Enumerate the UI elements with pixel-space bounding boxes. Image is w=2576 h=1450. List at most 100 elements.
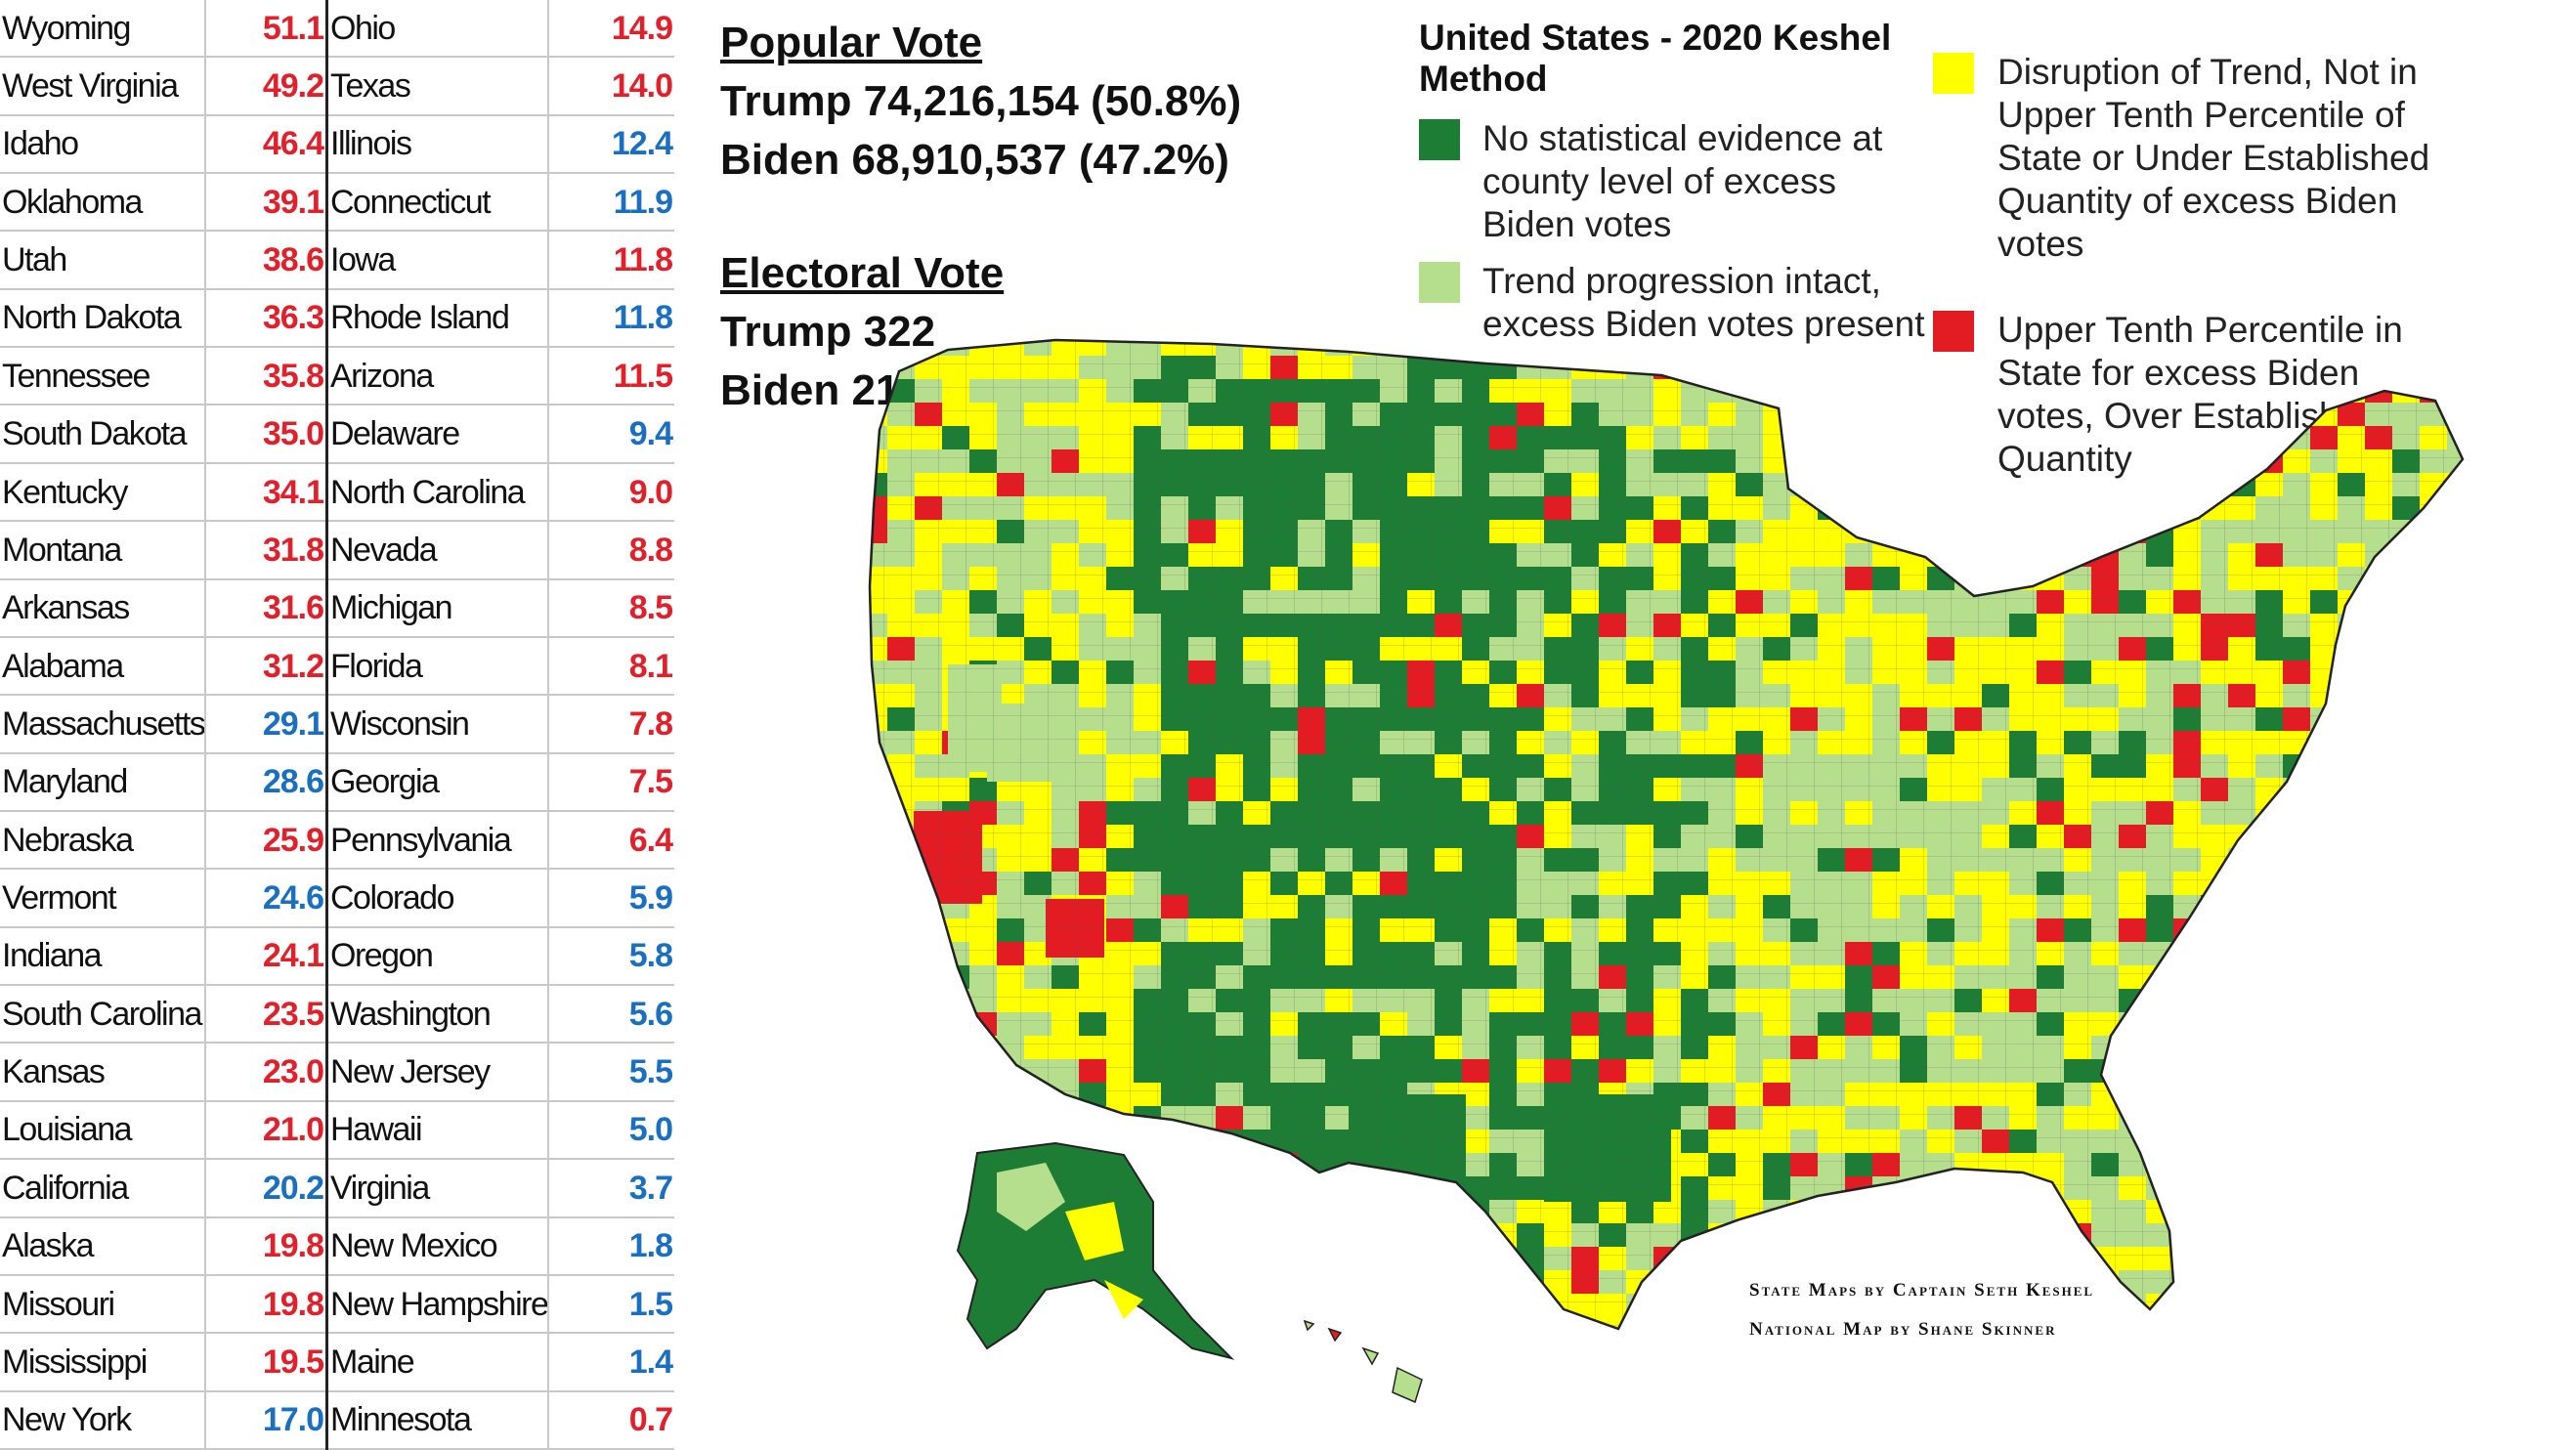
state-name-left: North Dakota bbox=[0, 288, 207, 349]
margin-value-left: 51.1 bbox=[205, 0, 329, 59]
state-name-right: Texas bbox=[326, 57, 550, 116]
us-county-map bbox=[868, 338, 2465, 1404]
table-row: Oklahoma 39.1 Connecticut 11.9 bbox=[0, 173, 674, 233]
margin-value-right: 0.7 bbox=[548, 1390, 674, 1450]
table-row: Kentucky 34.1 North Carolina 9.0 bbox=[0, 462, 674, 523]
margin-value-left: 20.2 bbox=[205, 1159, 329, 1218]
state-name-left: Oklahoma bbox=[0, 173, 207, 233]
margin-value-right: 7.8 bbox=[548, 695, 674, 754]
legend-label-light-green: Trend progression intact, excess Biden v… bbox=[1482, 261, 1925, 344]
margin-value-right: 5.8 bbox=[548, 926, 674, 987]
state-name-right: Ohio bbox=[326, 0, 550, 59]
state-name-right: Delaware bbox=[326, 405, 550, 464]
state-name-left: South Dakota bbox=[0, 405, 207, 464]
state-name-right: New Jersey bbox=[326, 1043, 550, 1102]
credit-state-maps: State Maps by Captain Seth Keshel bbox=[1749, 1280, 2095, 1301]
margin-value-right: 1.5 bbox=[548, 1274, 674, 1335]
state-name-right: Wisconsin bbox=[326, 695, 550, 754]
margin-value-left: 21.0 bbox=[205, 1100, 329, 1161]
state-name-left: Nebraska bbox=[0, 811, 207, 871]
state-name-right: Florida bbox=[326, 636, 550, 697]
margin-value-right: 8.1 bbox=[548, 636, 674, 697]
legend-swatch-red bbox=[1933, 311, 1974, 352]
state-name-left: Idaho bbox=[0, 114, 207, 175]
table-row: Tennessee 35.8 Arizona 11.5 bbox=[0, 347, 674, 406]
margin-value-left: 28.6 bbox=[205, 752, 329, 813]
state-name-left: New York bbox=[0, 1390, 207, 1450]
state-name-right: Washington bbox=[326, 985, 550, 1045]
margin-value-right: 12.4 bbox=[548, 114, 674, 175]
margin-value-right: 5.5 bbox=[548, 1043, 674, 1102]
margin-value-left: 35.0 bbox=[205, 405, 329, 464]
popular-vote-trump: Trump 74,216,154 (50.8%) bbox=[720, 77, 1242, 125]
table-row: Mississippi 19.5 Maine 1.4 bbox=[0, 1333, 674, 1392]
state-name-left: South Carolina bbox=[0, 985, 207, 1045]
table-row: Montana 31.8 Nevada 8.8 bbox=[0, 521, 674, 580]
state-name-left: Kentucky bbox=[0, 462, 207, 523]
margin-value-left: 39.1 bbox=[205, 173, 329, 233]
state-name-left: Tennessee bbox=[0, 347, 207, 406]
margin-value-left: 24.1 bbox=[205, 926, 329, 987]
state-name-left: Mississippi bbox=[0, 1333, 207, 1392]
table-row: South Dakota 35.0 Delaware 9.4 bbox=[0, 405, 674, 464]
margin-value-right: 14.9 bbox=[548, 0, 674, 59]
state-name-right: Colorado bbox=[326, 869, 550, 928]
table-row: Idaho 46.4 Illinois 12.4 bbox=[0, 114, 674, 175]
electoral-vote-trump: Trump 322 bbox=[720, 308, 936, 356]
legend-swatch-yellow bbox=[1933, 53, 1974, 94]
state-name-left: Kansas bbox=[0, 1043, 207, 1102]
margin-value-left: 29.1 bbox=[205, 695, 329, 754]
table-row: West Virginia 49.2 Texas 14.0 bbox=[0, 57, 674, 116]
table-row: Utah 38.6 Iowa 11.8 bbox=[0, 231, 674, 290]
table-row: Nebraska 25.9 Pennsylvania 6.4 bbox=[0, 811, 674, 871]
margin-value-right: 3.7 bbox=[548, 1159, 674, 1218]
state-name-right: Michigan bbox=[326, 578, 550, 638]
margin-value-left: 49.2 bbox=[205, 57, 329, 116]
state-name-left: Arkansas bbox=[0, 578, 207, 638]
margin-value-left: 46.4 bbox=[205, 114, 329, 175]
hawaii bbox=[1303, 1319, 1423, 1404]
state-name-left: Alabama bbox=[0, 636, 207, 697]
margin-value-right: 8.5 bbox=[548, 578, 674, 638]
margin-value-right: 11.5 bbox=[548, 347, 674, 406]
state-name-right: New Hampshire bbox=[326, 1274, 550, 1335]
legend-swatch-light-green bbox=[1419, 262, 1460, 303]
state-name-right: Minnesota bbox=[326, 1390, 550, 1450]
margin-value-right: 14.0 bbox=[548, 57, 674, 116]
margin-value-left: 34.1 bbox=[205, 462, 329, 523]
margin-value-right: 8.8 bbox=[548, 521, 674, 580]
legend-label-red: Upper Tenth Percentile in State for exce… bbox=[1997, 310, 2403, 479]
margin-value-left: 36.3 bbox=[205, 288, 329, 349]
state-name-left: Louisiana bbox=[0, 1100, 207, 1161]
margin-value-right: 5.9 bbox=[548, 869, 674, 928]
electoral-vote-block: Electoral Vote Trump 322 Biden 216 bbox=[720, 244, 1004, 420]
state-name-left: Vermont bbox=[0, 869, 207, 928]
state-name-right: Maine bbox=[326, 1333, 550, 1392]
state-name-left: Wyoming bbox=[0, 0, 207, 59]
table-row: Louisiana 21.0 Hawaii 5.0 bbox=[0, 1100, 674, 1161]
state-name-right: Nevada bbox=[326, 521, 550, 580]
credit-national-map: National Map by Shane Skinner bbox=[1749, 1319, 2057, 1340]
state-name-right: Iowa bbox=[326, 231, 550, 290]
state-name-right: Georgia bbox=[326, 752, 550, 813]
margin-value-left: 38.6 bbox=[205, 231, 329, 290]
state-name-right: North Carolina bbox=[326, 462, 550, 523]
margin-value-left: 24.6 bbox=[205, 869, 329, 928]
margin-value-right: 11.8 bbox=[548, 288, 674, 349]
margin-value-left: 19.5 bbox=[205, 1333, 329, 1392]
state-name-right: Connecticut bbox=[326, 173, 550, 233]
state-name-right: Pennsylvania bbox=[326, 811, 550, 871]
legend-title: United States - 2020 Keshel Method bbox=[1419, 18, 1892, 99]
table-row: Kansas 23.0 New Jersey 5.5 bbox=[0, 1043, 674, 1102]
popular-vote-block: Popular Vote Trump 74,216,154 (50.8%) Bi… bbox=[720, 14, 1241, 190]
state-name-left: Maryland bbox=[0, 752, 207, 813]
table-row: Missouri 19.8 New Hampshire 1.5 bbox=[0, 1274, 674, 1335]
margin-value-right: 6.4 bbox=[548, 811, 674, 871]
margin-value-left: 23.5 bbox=[205, 985, 329, 1045]
table-row: Massachusetts 29.1 Wisconsin 7.8 bbox=[0, 695, 674, 754]
table-row: California 20.2 Virginia 3.7 bbox=[0, 1159, 674, 1218]
table-row: New York 17.0 Minnesota 0.7 bbox=[0, 1390, 674, 1450]
margin-value-right: 9.0 bbox=[548, 462, 674, 523]
margin-value-right: 5.0 bbox=[548, 1100, 674, 1161]
state-name-left: Missouri bbox=[0, 1274, 207, 1335]
